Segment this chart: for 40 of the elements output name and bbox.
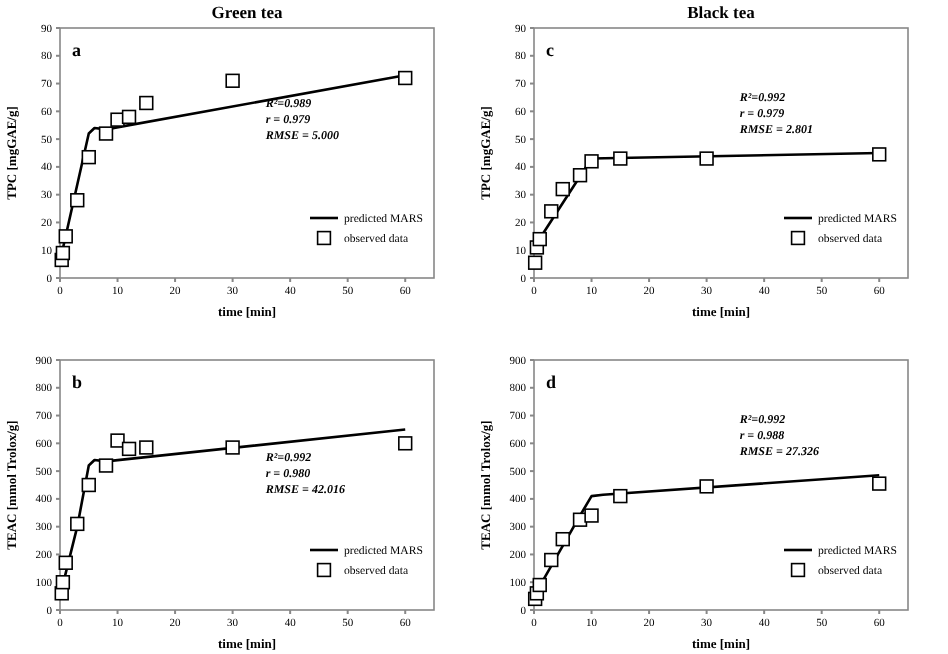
annotation: d [546,372,557,392]
chart-title: Green tea [211,2,284,22]
point [527,255,543,270]
point [699,479,714,494]
point [121,109,137,125]
chart-title: Black tea [687,2,757,22]
point [532,577,547,593]
point [544,552,559,568]
point [58,555,73,570]
point [555,181,570,197]
point [872,476,887,491]
point [699,151,714,166]
annotation: c [546,40,554,60]
point [98,458,114,473]
point [139,440,154,455]
point [58,229,73,244]
point [70,516,85,532]
point [555,531,570,547]
point [121,441,137,457]
point [55,245,71,261]
point [55,575,71,590]
point [398,436,413,451]
point [584,154,599,169]
point [572,168,588,183]
annotation: a [72,40,82,60]
point [613,488,628,504]
point [532,231,547,247]
point [613,151,628,166]
point [98,126,114,141]
point [225,440,240,455]
point [544,204,559,219]
point [70,193,85,208]
point [872,147,887,162]
point [81,149,96,165]
point [225,73,240,88]
point [584,508,599,523]
annotation: b [72,372,83,392]
point [81,477,96,493]
point [139,95,154,111]
point [398,70,413,86]
